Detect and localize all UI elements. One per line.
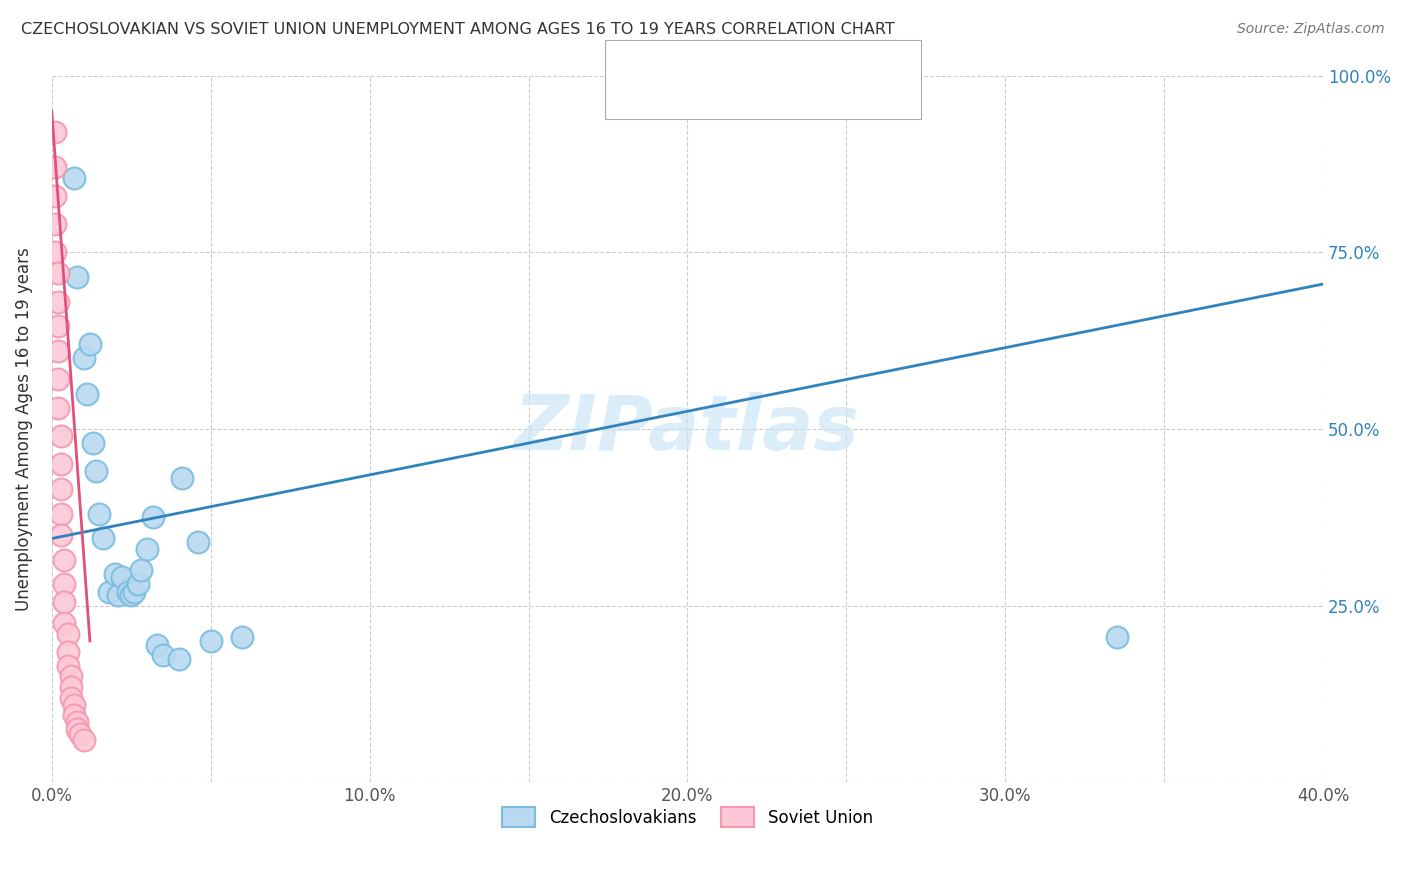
Y-axis label: Unemployment Among Ages 16 to 19 years: Unemployment Among Ages 16 to 19 years <box>15 247 32 611</box>
Point <box>44 245 66 260</box>
Point <box>612 89 634 103</box>
Point <box>44 125 66 139</box>
Text: R =: R = <box>643 88 676 106</box>
Point <box>46 294 69 309</box>
Point <box>104 566 127 581</box>
Point <box>44 161 66 175</box>
Point <box>51 429 73 443</box>
Point <box>97 584 120 599</box>
Point <box>44 217 66 231</box>
Legend: Czechoslovakians, Soviet Union: Czechoslovakians, Soviet Union <box>495 800 880 834</box>
Point <box>51 528 73 542</box>
Point <box>136 542 159 557</box>
Point <box>59 690 82 705</box>
Point <box>612 54 634 69</box>
Text: N = 28: N = 28 <box>785 54 852 71</box>
Text: Source: ZipAtlas.com: Source: ZipAtlas.com <box>1237 22 1385 37</box>
Point <box>124 584 146 599</box>
Point <box>145 638 167 652</box>
Point <box>91 532 114 546</box>
Point <box>1105 631 1128 645</box>
Point <box>53 595 76 609</box>
Point <box>152 648 174 662</box>
Point <box>59 680 82 694</box>
Point <box>63 708 86 723</box>
Point <box>76 386 98 401</box>
Point <box>107 588 129 602</box>
Point <box>127 577 149 591</box>
Point <box>46 319 69 334</box>
Point <box>120 588 142 602</box>
Point <box>51 482 73 496</box>
Point <box>63 171 86 186</box>
Point <box>129 563 152 577</box>
Point <box>66 715 89 730</box>
Point <box>89 507 111 521</box>
Point <box>167 651 190 665</box>
Point <box>51 507 73 521</box>
Point <box>53 616 76 631</box>
Point <box>187 535 209 549</box>
Point <box>63 698 86 712</box>
Point <box>72 351 94 366</box>
Text: 0.232: 0.232 <box>690 54 754 71</box>
Point <box>84 464 107 478</box>
Point <box>53 577 76 591</box>
Point <box>56 658 79 673</box>
Point <box>69 727 91 741</box>
Point <box>46 344 69 359</box>
Point <box>53 552 76 566</box>
Point <box>170 471 193 485</box>
Point <box>66 270 89 285</box>
Point <box>51 457 73 471</box>
Point <box>56 627 79 641</box>
Text: R =: R = <box>643 54 676 71</box>
Point <box>59 669 82 683</box>
Text: N = 32: N = 32 <box>785 88 852 106</box>
Point <box>46 372 69 386</box>
Point <box>46 267 69 281</box>
Point <box>200 634 222 648</box>
Text: ZIPatlas: ZIPatlas <box>515 392 860 466</box>
Point <box>111 570 134 584</box>
Point <box>79 337 101 351</box>
Text: -0.497: -0.497 <box>690 88 755 106</box>
Text: CZECHOSLOVAKIAN VS SOVIET UNION UNEMPLOYMENT AMONG AGES 16 TO 19 YEARS CORRELATI: CZECHOSLOVAKIAN VS SOVIET UNION UNEMPLOY… <box>21 22 894 37</box>
Point <box>231 631 253 645</box>
Point <box>56 644 79 658</box>
Point <box>66 723 89 737</box>
Point <box>142 510 165 524</box>
Point <box>117 584 139 599</box>
Point <box>72 733 94 747</box>
Point <box>82 436 104 450</box>
Point <box>44 188 66 202</box>
Point <box>46 401 69 415</box>
